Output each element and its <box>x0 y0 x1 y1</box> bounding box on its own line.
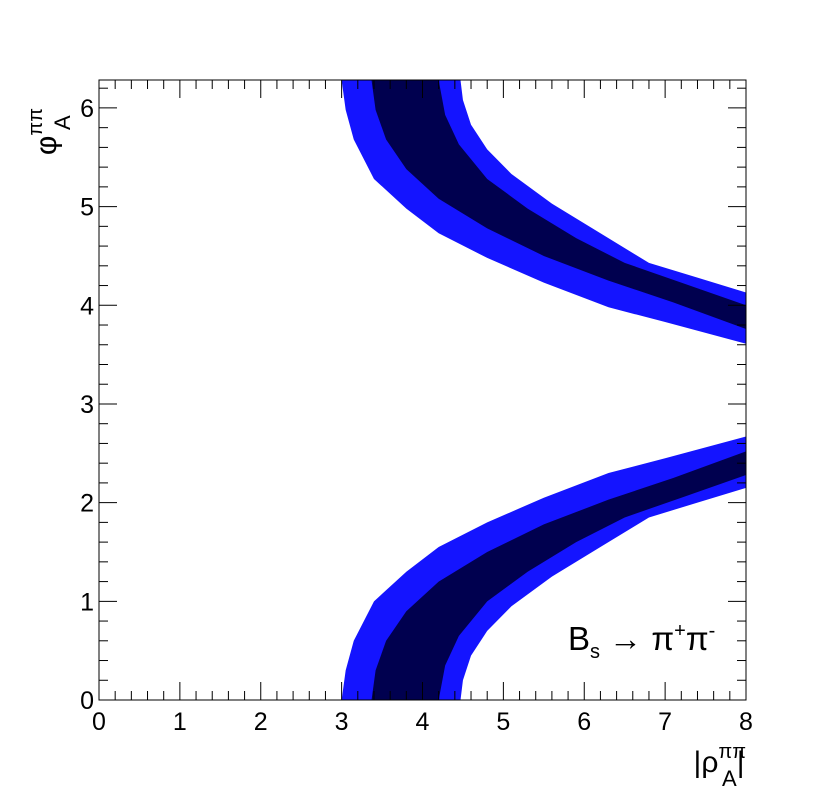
x-tick-label: 1 <box>173 708 187 736</box>
label-part: A <box>50 115 75 130</box>
y-tick-label: 4 <box>80 292 94 320</box>
x-tick-label: 4 <box>416 708 430 736</box>
label-part: ππ <box>25 108 47 136</box>
x-tick-label: 3 <box>335 708 349 736</box>
x-tick-label: 7 <box>658 708 672 736</box>
x-axis-label: |ρππ A| <box>694 741 746 791</box>
y-tick-label: 6 <box>80 95 94 123</box>
y-tick-label: 2 <box>80 490 94 518</box>
label-part: π <box>686 620 709 657</box>
x-tick-label: 8 <box>739 708 753 736</box>
label-part: + <box>674 620 686 642</box>
y-tick-label: 0 <box>80 687 94 715</box>
label-part: φ <box>30 136 63 155</box>
x-tick-label: 6 <box>577 708 591 736</box>
label-part: - <box>709 620 716 642</box>
x-tick-label: 0 <box>92 708 106 736</box>
label-part: ππ <box>718 741 746 763</box>
y-tick-label: 5 <box>80 194 94 222</box>
contour-region <box>371 451 746 700</box>
label-part: B <box>568 620 590 657</box>
label-part: → π <box>600 620 674 657</box>
y-tick-label: 1 <box>80 588 94 616</box>
x-tick-label: 2 <box>254 708 268 736</box>
y-tick-label: 3 <box>80 391 94 419</box>
annotation: Bs → π+π- <box>568 620 715 663</box>
label-part: A <box>722 766 737 791</box>
label-part: | <box>737 746 745 779</box>
y-axis-label: φππ A <box>25 108 75 155</box>
label-part: s <box>590 641 600 663</box>
x-tick-label: 5 <box>496 708 510 736</box>
contour-region <box>371 80 746 329</box>
label-part: |ρ <box>694 746 719 779</box>
